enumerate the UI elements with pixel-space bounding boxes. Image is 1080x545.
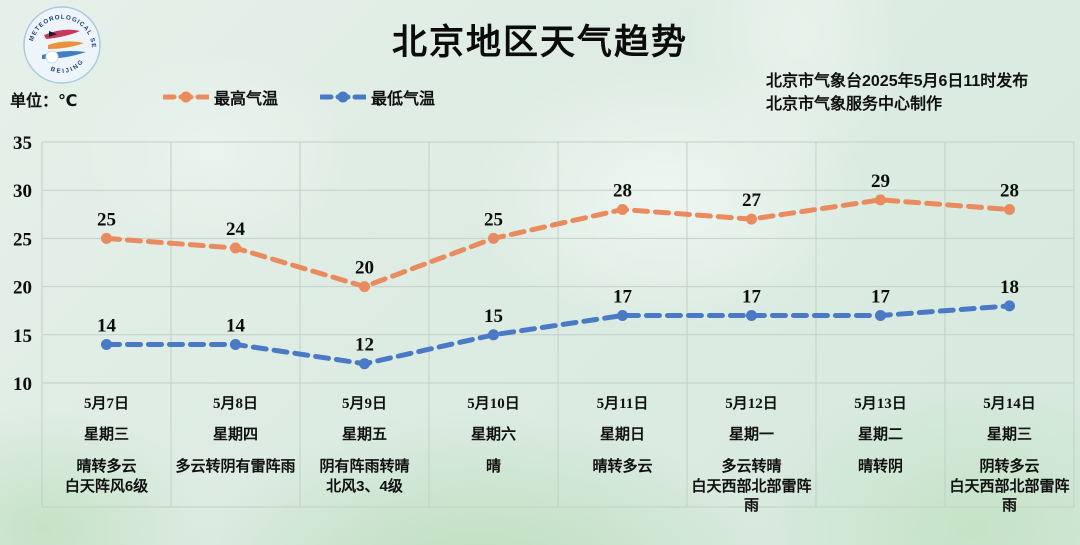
min-temp-point	[230, 338, 241, 350]
max-temp-line-icon	[163, 91, 209, 103]
weekday-label: 星期一	[728, 426, 774, 443]
weather-description: 多云转晴 白天西部北部雷阵雨	[691, 458, 812, 514]
y-tick-label: 30	[13, 181, 32, 202]
weekday-label: 星期三	[986, 426, 1032, 443]
date-label: 5月9日	[341, 396, 387, 412]
weekday-label: 星期二	[857, 426, 903, 443]
weather-description: 晴转多云 白天阵风6级	[64, 458, 149, 495]
max-temp-point	[1004, 203, 1015, 215]
max-temp-point	[746, 213, 757, 225]
max-temp-point	[230, 242, 241, 254]
weekday-label: 星期三	[83, 426, 129, 443]
min-temp-value-label: 12	[355, 335, 374, 356]
min-temp-value-label: 14	[226, 315, 246, 336]
min-temp-value-label: 17	[613, 287, 633, 308]
min-temp-point	[746, 310, 757, 322]
max-temp-value-label: 25	[484, 209, 503, 230]
min-temp-line	[104, 303, 1012, 367]
meteorological-service-logo-icon: METEOROLOGICAL SERVICE BEIJING	[22, 5, 101, 84]
max-temp-value-label: 25	[97, 209, 116, 230]
weekday-label: 星期五	[341, 426, 387, 443]
min-temp-point	[617, 310, 628, 322]
day-column: 5月14日星期三阴转多云 白天西部北部雷阵雨	[945, 392, 1074, 516]
max-temp-value-label: 29	[871, 171, 890, 192]
min-temp-value-label: 15	[484, 306, 503, 327]
max-temp-value-label: 24	[226, 219, 246, 240]
min-temp-value-label: 14	[97, 315, 117, 336]
day-column: 5月13日星期二晴转阴	[816, 392, 945, 516]
day-column: 5月7日星期三晴转多云 白天阵风6级	[42, 392, 171, 516]
weather-description: 阴有阵雨转晴 北风3、4级	[319, 458, 410, 495]
min-temp-point	[101, 338, 112, 350]
logo-balloon	[45, 50, 59, 64]
min-temp-point	[359, 358, 370, 370]
legend-item-min-temp: 最低气温	[320, 85, 435, 109]
publish-line-2: 北京市气象服务中心制作	[766, 96, 943, 114]
max-temp-value-label: 28	[613, 180, 632, 201]
day-column: 5月11日星期日晴转多云	[558, 392, 687, 516]
weekday-label: 星期日	[599, 426, 645, 443]
y-tick-label: 35	[13, 133, 32, 154]
logo-vane	[49, 31, 57, 37]
date-label: 5月13日	[854, 396, 907, 412]
max-temp-point	[875, 194, 886, 206]
weather-description: 晴转多云	[592, 458, 653, 475]
publish-line-1: 北京市气象台2025年5月6日11时发布	[766, 73, 1029, 90]
max-temp-point	[101, 232, 112, 244]
legend-item-max-temp: 最高气温	[163, 85, 278, 109]
max-temp-line	[104, 197, 1012, 290]
weather-description: 晴转阴	[857, 458, 903, 475]
min-temp-value-label: 17	[742, 287, 762, 308]
day-column: 5月10日星期六晴	[429, 392, 558, 516]
legend-label-max: 最高气温	[214, 91, 279, 108]
min-temp-point	[1004, 300, 1015, 312]
min-temp-point	[875, 310, 886, 322]
date-label: 5月10日	[467, 396, 520, 412]
max-temp-value-label: 20	[355, 258, 374, 279]
y-tick-label: 15	[13, 326, 32, 347]
weekday-label: 星期六	[470, 426, 516, 443]
max-temp-point	[359, 281, 370, 293]
weekday-label: 星期四	[212, 426, 258, 443]
date-label: 5月14日	[983, 396, 1036, 412]
day-column: 5月8日星期四多云转阴有雷阵雨	[171, 392, 300, 516]
chart-legend: 最高气温 最低气温	[163, 85, 435, 109]
publish-info: 北京市气象台2025年5月6日11时发布 北京市气象服务中心制作	[766, 70, 1028, 116]
max-temp-point	[488, 232, 499, 244]
weather-description: 晴	[485, 458, 501, 475]
day-column: 5月9日星期五阴有阵雨转晴 北风3、4级	[300, 392, 429, 516]
max-temp-value-label: 28	[1000, 180, 1019, 201]
min-temp-point	[488, 329, 499, 341]
y-tick-label: 25	[13, 229, 32, 250]
y-tick-label: 20	[13, 278, 32, 299]
max-temp-point	[617, 203, 628, 215]
date-label: 5月11日	[596, 396, 649, 412]
max-temp-value-label: 27	[742, 190, 762, 211]
logo-red-swoosh	[44, 29, 80, 39]
min-temp-line-icon	[320, 91, 367, 103]
unit-label: 单位：℃	[10, 93, 78, 110]
day-column: 5月12日星期一多云转晴 白天西部北部雷阵雨	[687, 392, 816, 516]
min-temp-value-label: 18	[1000, 277, 1019, 298]
page-title: 北京地区天气趋势	[391, 23, 688, 62]
date-label: 5月7日	[83, 396, 129, 412]
date-label: 5月8日	[212, 396, 258, 412]
logo-orange-swoosh	[48, 41, 84, 49]
x-axis-labels: 5月7日 星期三 晴转多云 白天阵风6级 5月8日 星期四 多云转阴有雷阵雨 5月9日 星期五…	[42, 392, 1074, 516]
legend-label-min: 最低气温	[371, 91, 436, 108]
min-temp-value-label: 17	[871, 287, 891, 308]
weather-description: 阴转多云 白天西部北部雷阵雨	[949, 458, 1070, 514]
weather-description: 多云转阴有雷阵雨	[175, 458, 296, 475]
y-tick-label: 10	[13, 374, 32, 395]
date-label: 5月12日	[725, 396, 778, 412]
